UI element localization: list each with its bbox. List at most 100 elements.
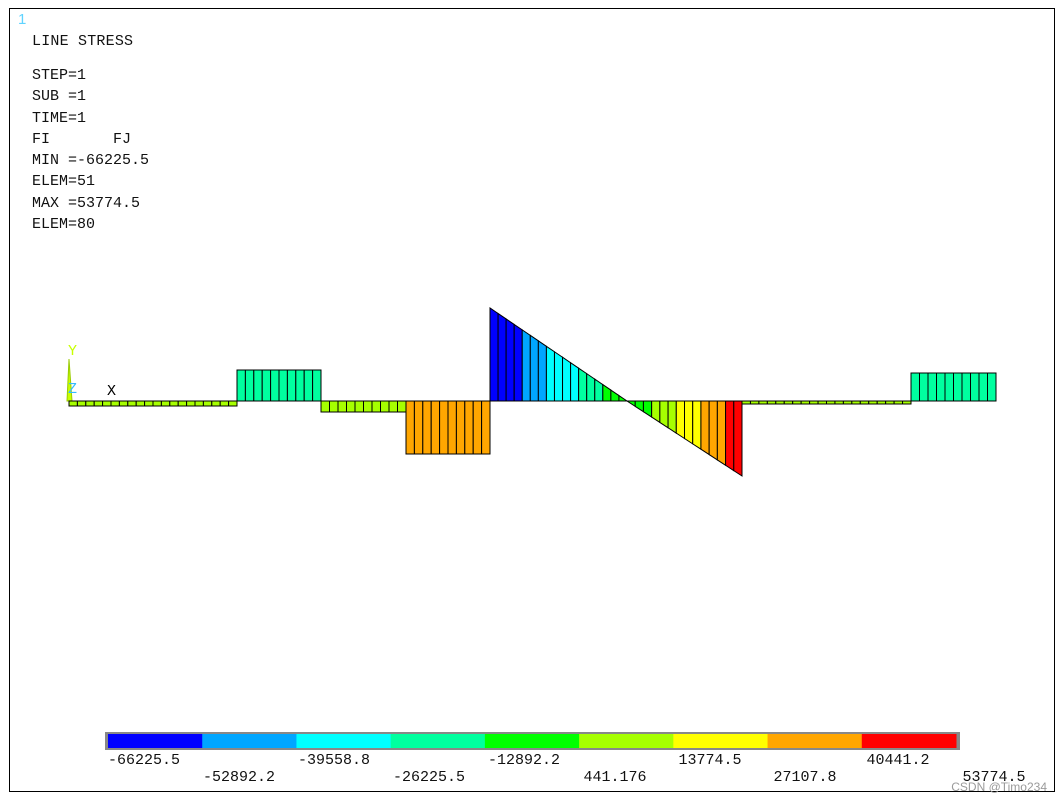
beam-segment-small-3: [741, 400, 751, 405]
beam-segment-positive-2: [961, 372, 971, 402]
beam-segment-small-3: [885, 400, 895, 405]
beam-segment-positive-2: [910, 372, 920, 402]
beam-segment-small-1: [68, 400, 78, 407]
beam-segment-small-3: [800, 400, 811, 405]
beam-segment-small-3: [826, 400, 836, 405]
watermark: CSDN @Timo234: [951, 780, 1047, 794]
beam-segment-positive-2: [978, 372, 988, 402]
beam-segment-positive-2: [936, 372, 946, 402]
beam-segment-small-3: [775, 400, 785, 405]
legend-label-5: -12892.2: [487, 752, 561, 769]
legend-color-cell: [673, 734, 769, 748]
beam-segment-small-3: [749, 400, 760, 405]
beam-segment-small-2: [354, 400, 364, 413]
beam-segment-ramp-down: [700, 400, 710, 456]
beam-segment-small-1: [118, 400, 129, 407]
beam-segment-negative-1: [455, 400, 466, 455]
beam-segment-ramp-up: [497, 312, 507, 402]
beam-segment-small-1: [219, 400, 230, 407]
beam-segment-small-1: [202, 400, 213, 407]
beam-segment-small-2: [320, 400, 330, 413]
legend-label-3: -39558.8: [297, 752, 371, 769]
beam-segment-ramp-up: [521, 328, 531, 402]
beam-segment-negative-1: [430, 400, 441, 455]
beam-segment-ramp-up: [537, 339, 547, 402]
beam-segment-small-2: [363, 400, 373, 413]
beam-segment-ramp-down: [733, 400, 743, 477]
beam-segment-positive-1: [253, 369, 263, 402]
beam-segment-small-1: [93, 400, 104, 407]
info-max-elem: ELEM=80: [32, 216, 96, 234]
beam-segment-small-1: [228, 400, 238, 407]
beam-segment-ramp-down: [684, 400, 694, 445]
beam-segment-positive-2: [944, 372, 954, 402]
beam-segment-small-2: [337, 400, 347, 413]
beam-segment-small-3: [792, 400, 802, 405]
beam-segment-small-1: [135, 400, 146, 407]
plot-info-list: STEP=1 SUB =1 TIME=1 FI FJ MIN =-66225.5…: [32, 65, 149, 235]
beam-segment-small-3: [783, 400, 794, 405]
beam-segment-ramp-up: [505, 317, 515, 402]
info-max: MAX =53774.5: [32, 194, 141, 212]
beam-segment-small-1: [127, 400, 137, 407]
beam-segment-small-1: [85, 400, 95, 407]
beam-segment-ramp-up: [586, 372, 596, 402]
info-sub: SUB =1: [32, 88, 87, 106]
info-step: STEP=1: [32, 67, 87, 84]
legend-color-cell: [579, 734, 674, 748]
beam-segment-small-3: [876, 400, 887, 405]
legend-color-cell: [202, 734, 297, 748]
beam-segment-small-3: [893, 400, 904, 405]
beam-segment-positive-2: [970, 372, 980, 402]
beam-segment-ramp-down: [625, 400, 636, 408]
beam-segment-small-1: [169, 400, 179, 407]
beam-segment-ramp-down: [708, 400, 718, 461]
info-min-elem: ELEM=51: [32, 173, 96, 191]
beam-segment-negative-1: [422, 400, 432, 455]
legend-label-10: 53774.5: [962, 769, 1026, 786]
beam-segment-small-3: [834, 400, 844, 405]
beam-segment-ramp-up: [529, 334, 539, 402]
beam-segment-positive-1: [236, 369, 246, 402]
triad-y-label: Y: [68, 343, 77, 360]
plot-title: LINE STRESS: [32, 33, 134, 50]
beam-segment-small-1: [194, 400, 204, 407]
graphics-window[interactable]: 1 LINE STRESS STEP=1 SUB =1 TIME=1 FI FJ…: [9, 8, 1055, 792]
beam-segment-small-1: [102, 400, 112, 407]
beam-segment-positive-1: [286, 369, 297, 402]
beam-segment-small-3: [851, 400, 861, 405]
beam-segment-ramp-up: [602, 383, 612, 402]
beam-segment-small-1: [186, 400, 196, 407]
stress-segments: [68, 307, 997, 477]
legend-color-cell: [767, 734, 863, 748]
legend-color-cell: [108, 734, 203, 748]
legend-color-cell: [861, 734, 957, 748]
info-time: TIME=1: [32, 109, 87, 127]
legend-color-cell: [296, 734, 392, 748]
beam-segment-ramp-up: [545, 345, 555, 402]
beam-segment-positive-1: [270, 369, 280, 402]
contour-legend: [105, 732, 960, 750]
legend-label-6: 441.176: [583, 769, 647, 786]
beam-segment-small-1: [211, 400, 221, 407]
stress-diagram: Y Z X: [66, 307, 997, 750]
legend-color-cell: [484, 734, 580, 748]
beam-segment-ramp-down: [667, 400, 677, 435]
beam-segment-negative-1: [405, 400, 415, 455]
beam-segment-positive-1: [295, 369, 305, 402]
triad-z-label: Z: [68, 381, 77, 398]
beam-segment-small-3: [842, 400, 853, 405]
triad-x-label: X: [107, 383, 116, 400]
beam-segment-small-1: [177, 400, 188, 407]
beam-segment-negative-1: [472, 400, 483, 455]
beam-segment-small-2: [371, 400, 381, 413]
beam-segment-small-2: [380, 400, 390, 413]
window-number: 1: [18, 11, 27, 28]
beam-segment-positive-2: [953, 372, 963, 402]
beam-segment-ramp-down: [716, 400, 727, 467]
beam-segment-positive-2: [919, 372, 929, 402]
beam-segment-positive-1: [261, 369, 272, 402]
beam-segment-small-3: [817, 400, 827, 405]
beam-segment-ramp-up: [562, 356, 572, 402]
beam-segment-positive-1: [278, 369, 288, 402]
